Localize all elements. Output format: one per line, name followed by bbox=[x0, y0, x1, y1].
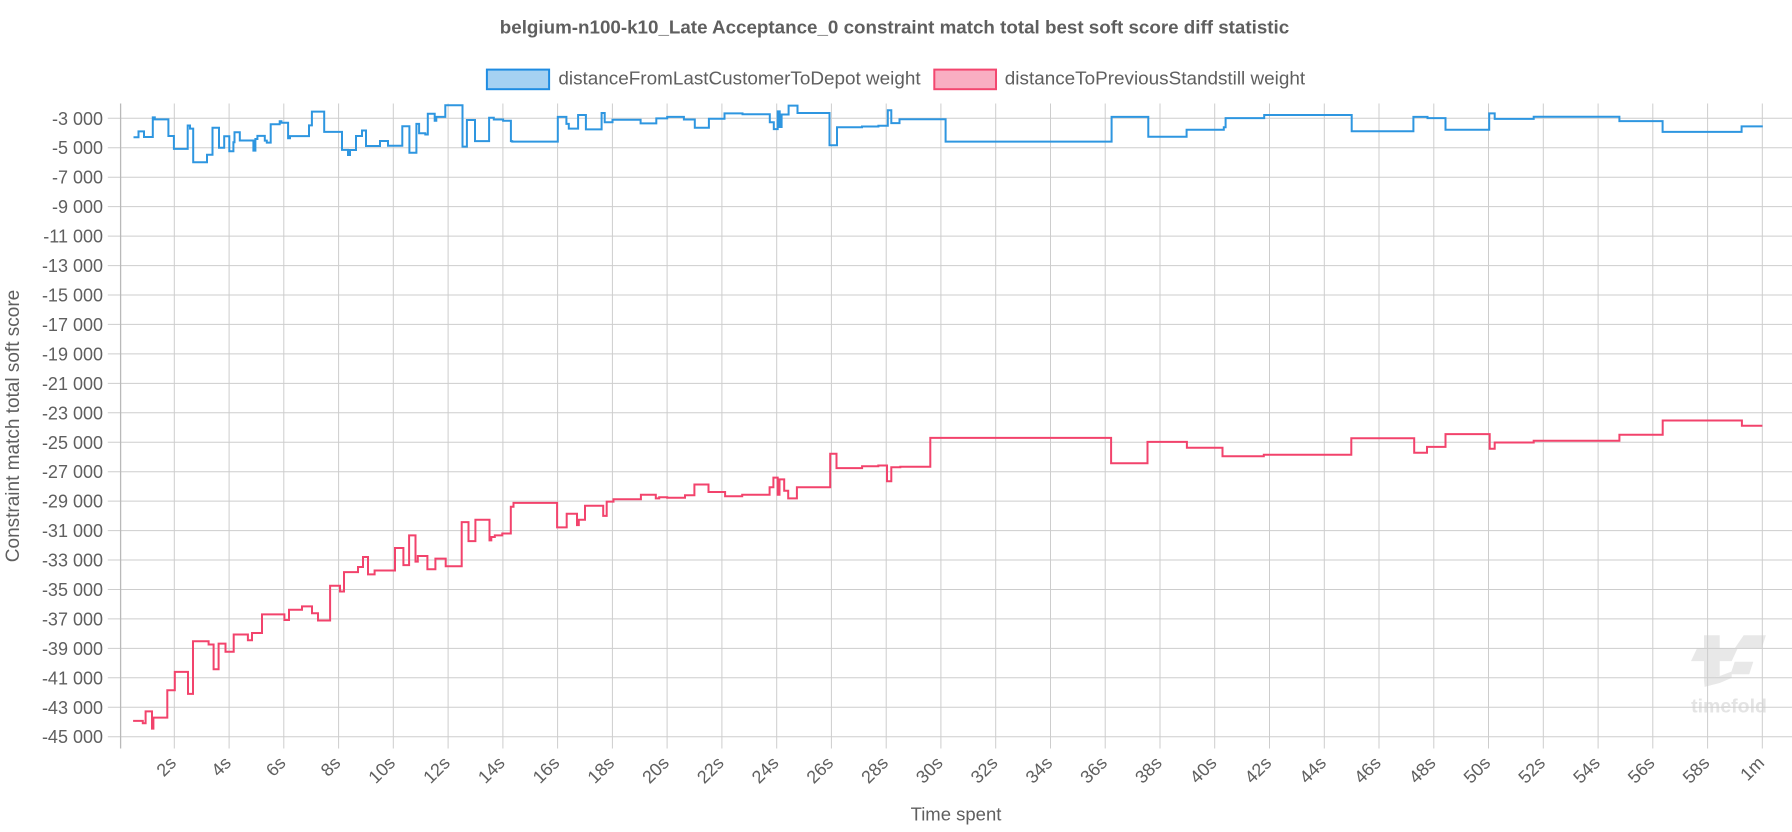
svg-text:-39 000: -39 000 bbox=[42, 639, 103, 659]
svg-text:-9 000: -9 000 bbox=[52, 197, 103, 217]
svg-text:belgium-n100-k10_Late Acceptan: belgium-n100-k10_Late Acceptance_0 const… bbox=[500, 17, 1289, 38]
svg-text:-5 000: -5 000 bbox=[52, 138, 103, 158]
svg-text:-41 000: -41 000 bbox=[42, 668, 103, 688]
svg-text:-27 000: -27 000 bbox=[42, 462, 103, 482]
svg-text:-23 000: -23 000 bbox=[42, 403, 103, 423]
svg-text:distanceToPreviousStandstill w: distanceToPreviousStandstill weight bbox=[1005, 69, 1306, 90]
svg-text:-37 000: -37 000 bbox=[42, 609, 103, 629]
svg-text:-31 000: -31 000 bbox=[42, 521, 103, 541]
svg-text:-11 000: -11 000 bbox=[43, 227, 103, 247]
svg-text:-21 000: -21 000 bbox=[42, 374, 103, 394]
svg-text:-43 000: -43 000 bbox=[42, 698, 103, 718]
svg-text:-19 000: -19 000 bbox=[42, 344, 103, 364]
svg-text:-13 000: -13 000 bbox=[42, 256, 103, 276]
svg-text:distanceFromLastCustomerToDepo: distanceFromLastCustomerToDepot weight bbox=[558, 69, 921, 90]
svg-text:Constraint match total soft sc: Constraint match total soft score bbox=[3, 290, 24, 562]
svg-text:-7 000: -7 000 bbox=[52, 168, 103, 188]
svg-text:-29 000: -29 000 bbox=[42, 492, 103, 512]
svg-text:-15 000: -15 000 bbox=[42, 286, 103, 306]
svg-text:-3 000: -3 000 bbox=[52, 109, 103, 129]
svg-text:-45 000: -45 000 bbox=[42, 727, 103, 747]
svg-text:-17 000: -17 000 bbox=[42, 315, 103, 335]
svg-text:-25 000: -25 000 bbox=[42, 433, 103, 453]
svg-text:timefold: timefold bbox=[1691, 696, 1767, 718]
svg-text:Time spent: Time spent bbox=[911, 804, 1002, 825]
svg-text:-33 000: -33 000 bbox=[42, 551, 103, 571]
svg-text:-35 000: -35 000 bbox=[42, 580, 103, 600]
